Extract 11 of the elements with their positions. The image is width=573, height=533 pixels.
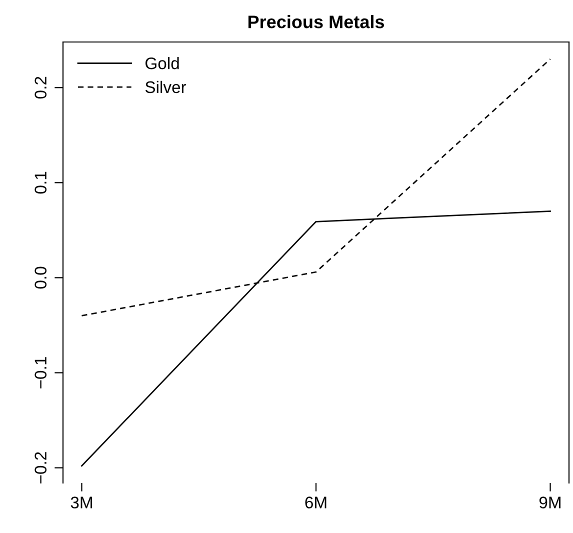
legend-label: Gold xyxy=(146,57,179,70)
x-tick-label: 6M xyxy=(305,496,326,508)
y-tick-label: −0.2 xyxy=(34,452,47,484)
y-tick-label: 0.0 xyxy=(34,266,47,289)
legend-label: Silver xyxy=(145,80,186,94)
x-tick-label: 3M xyxy=(70,496,92,508)
x-tick-label: 9M xyxy=(539,496,560,508)
chart-title: Precious Metals xyxy=(248,15,384,28)
y-tick-label: −0.1 xyxy=(34,357,47,388)
y-tick-label: 0.1 xyxy=(34,172,47,194)
y-tick-label: 0.2 xyxy=(34,76,47,99)
